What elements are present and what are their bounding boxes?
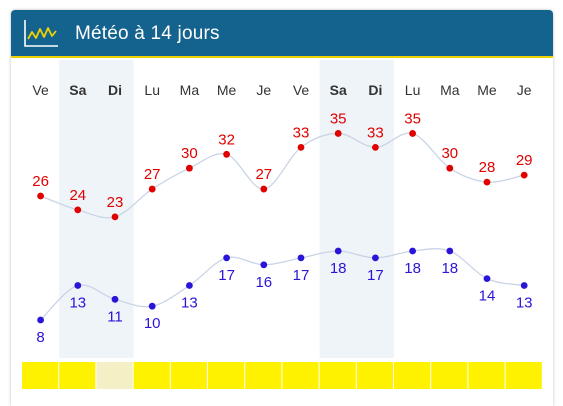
day-label: Di [368,82,382,98]
max-temp-point [334,130,342,137]
day-label: Ve [293,82,310,98]
max-temp-point [372,143,379,151]
min-temp-value: 18 [404,260,421,277]
min-temp-point [111,295,119,303]
max-temp-value: 30 [441,145,458,162]
weather-indicator-bar [394,362,431,389]
weather-indicator-bar [245,362,282,389]
min-temp-point [74,282,82,289]
day-label: Je [517,82,532,98]
day-label: Me [217,82,237,98]
min-temp-point [223,254,231,262]
min-temp-value: 11 [107,308,123,325]
day-label: Lu [405,82,421,98]
max-temp-point [409,130,416,137]
max-temp-point [297,143,305,151]
min-temp-value: 13 [69,295,86,312]
max-temp-value: 35 [330,110,347,127]
max-temp-value: 35 [404,110,421,127]
max-temp-value: 30 [181,145,198,162]
day-label: Di [108,82,122,98]
weekend-column [319,60,357,358]
max-temp-value: 28 [479,159,496,176]
weather-indicator-bar [319,362,356,389]
min-temp-point [409,247,416,255]
min-temp-point [483,275,491,282]
min-temp-value: 13 [181,295,198,312]
min-temp-point [372,254,379,262]
weather-indicator-bar [356,362,393,389]
max-temp-point [148,185,156,193]
max-temp-point [111,213,119,221]
min-temp-value: 17 [293,267,310,284]
max-temp-value: 29 [516,152,533,169]
min-temp-point [334,247,342,255]
max-temp-point [74,206,82,214]
min-temp-value: 18 [441,260,458,277]
day-label: Lu [144,82,160,98]
weather-indicator-bar [431,362,468,389]
max-temp-point [446,164,454,172]
widget-title: Météo à 14 jours [75,23,220,44]
day-label: Je [256,82,271,98]
day-label: Me [477,82,497,98]
min-temp-value: 8 [36,329,44,346]
weather-indicator-bar [282,362,319,389]
max-temp-point [223,150,231,158]
min-temp-point [446,247,454,255]
min-temp-value: 13 [516,295,533,312]
max-temp-point [186,164,193,172]
min-temp-value: 10 [144,315,161,332]
weather-indicator-bar [505,362,542,389]
max-temp-point [37,192,44,200]
weather-indicator-bar [59,362,96,389]
max-temp-value: 27 [144,166,161,183]
max-temp-value: 33 [293,124,310,141]
weather-indicator-bar [208,362,245,389]
min-temp-value: 17 [218,267,235,284]
min-temp-point [37,316,44,324]
min-temp-point [186,282,193,289]
weather-indicator-bar [96,362,133,389]
day-label: Ma [180,82,200,98]
max-temp-value: 26 [32,173,49,190]
weather-indicator-bar [468,362,505,389]
min-temp-value: 17 [367,267,384,284]
weather-indicator-bar [133,362,170,389]
min-temp-value: 16 [255,274,272,291]
max-temp-value: 27 [255,166,272,183]
max-temp-value: 33 [367,124,384,141]
max-temp-point [483,178,491,186]
weather-indicator-bar [170,362,207,389]
min-temp-point [297,254,305,262]
min-temp-point [260,261,268,269]
max-temp-value: 23 [107,194,124,211]
day-label: Sa [330,82,347,98]
max-temp-value: 32 [218,131,235,148]
min-temp-value: 18 [330,260,347,277]
weekend-column [356,60,394,358]
min-temp-value: 14 [479,288,496,305]
day-label: Ve [32,82,49,98]
min-temp-point [520,282,528,289]
max-temp-value: 24 [69,187,86,204]
day-label: Sa [69,82,86,98]
max-temp-point [260,185,268,193]
chart-line-icon [24,20,58,47]
day-label: Ma [440,82,460,98]
max-temp-point [520,171,528,179]
widget-header: Météo à 14 jours [11,10,553,58]
min-temp-point [148,302,156,310]
weather-indicator-bar [22,362,59,389]
